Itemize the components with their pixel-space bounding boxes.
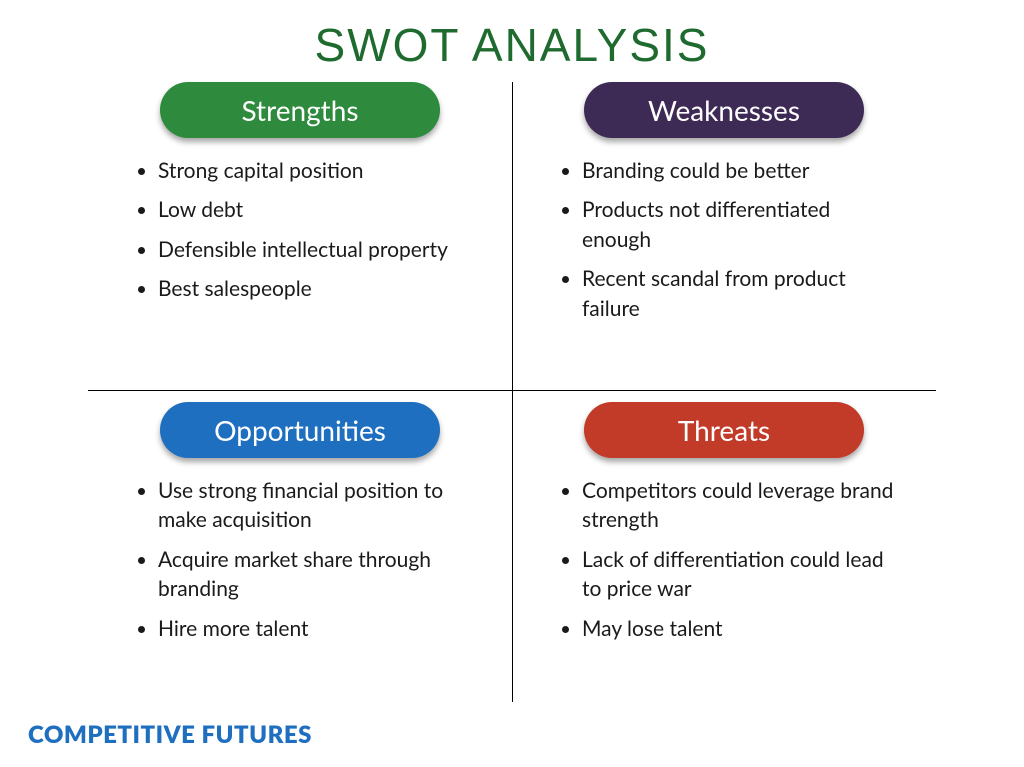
list-item: Hire more talent (158, 614, 478, 643)
quadrant-threats: Threats Competitors could leverage brand… (512, 402, 936, 665)
list-item: Strong capital position (158, 156, 478, 185)
swot-grid: Strengths Strong capital position Low de… (88, 82, 936, 702)
page-title: SWOT ANALYSIS (0, 0, 1024, 72)
list-item: Branding could be better (582, 156, 902, 185)
list-item: Recent scandal from product failure (582, 264, 902, 323)
opportunities-pill: Opportunities (160, 402, 440, 458)
footer-brand: COMPETITIVE FUTURES (28, 720, 312, 749)
swot-slide: SWOT ANALYSIS Strengths Strong capital p… (0, 0, 1024, 767)
list-item: Best salespeople (158, 274, 478, 303)
threats-pill: Threats (584, 402, 864, 458)
list-item: Acquire market share through branding (158, 545, 478, 604)
list-item: Defensible intellectual property (158, 235, 478, 264)
horizontal-divider (88, 390, 936, 391)
opportunities-list: Use strong financial position to make ac… (112, 476, 488, 643)
list-item: Low debt (158, 195, 478, 224)
list-item: Products not differentiated enough (582, 195, 902, 254)
list-item: Lack of differentiation could lead to pr… (582, 545, 902, 604)
quadrant-strengths: Strengths Strong capital position Low de… (88, 82, 512, 326)
quadrant-weaknesses: Weaknesses Branding could be better Prod… (512, 82, 936, 345)
weaknesses-list: Branding could be better Products not di… (536, 156, 912, 323)
strengths-list: Strong capital position Low debt Defensi… (112, 156, 488, 304)
strengths-pill: Strengths (160, 82, 440, 138)
quadrant-opportunities: Opportunities Use strong financial posit… (88, 402, 512, 665)
list-item: May lose talent (582, 614, 902, 643)
threats-list: Competitors could leverage brand strengt… (536, 476, 912, 643)
list-item: Competitors could leverage brand strengt… (582, 476, 902, 535)
list-item: Use strong financial position to make ac… (158, 476, 478, 535)
weaknesses-pill: Weaknesses (584, 82, 864, 138)
